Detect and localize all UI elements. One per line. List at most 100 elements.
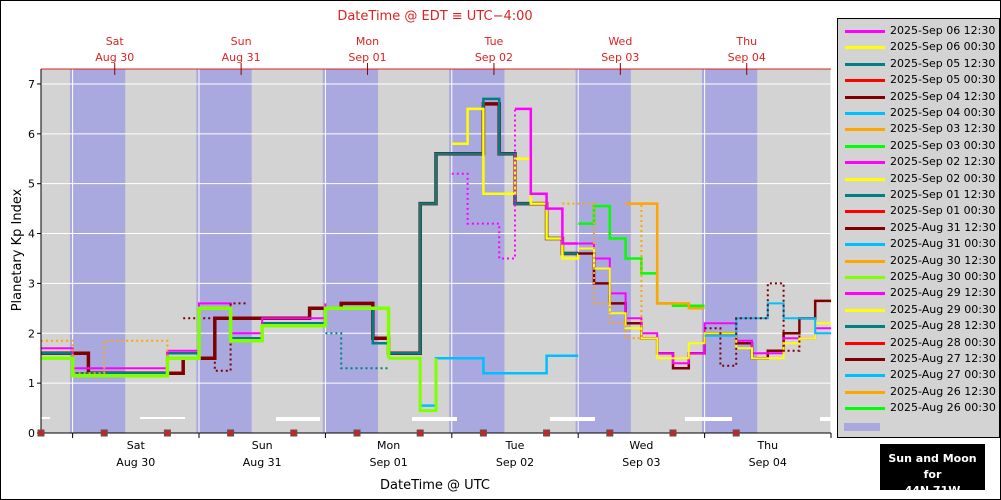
legend-label: 2025-Sep 03 12:30: [890, 122, 996, 136]
legend-item: 2025-Sep 02 00:30: [838, 171, 999, 187]
legend-label: 2025-Sep 02 12:30: [890, 155, 996, 169]
legend-swatch: [845, 325, 885, 329]
legend-item: 2025-Sep 04 12:30: [838, 89, 999, 105]
kp-series: [562, 202, 673, 340]
top-day-label: Thu: [735, 35, 757, 48]
legend-item: 2025-Aug 28 00:30: [838, 335, 999, 351]
legend-swatch: [845, 79, 885, 83]
time-marker: [669, 429, 677, 437]
top-date-label: Sep 03: [601, 51, 639, 64]
legend-item: 2025-Aug 28 12:30: [838, 318, 999, 334]
legend-swatch: [845, 161, 885, 165]
legend-item: 2025-Sep 06 00:30: [838, 39, 999, 55]
kp-series: [451, 108, 516, 260]
night-band: [449, 69, 505, 433]
legend-item: 2025-Sep 06 12:30: [838, 23, 999, 39]
legend-label: 2025-Sep 05 00:30: [890, 73, 996, 87]
time-marker: [479, 429, 487, 437]
legend-label: 2025-Aug 28 00:30: [890, 335, 996, 349]
legend-item: 2025-Aug 31 00:30: [838, 236, 999, 252]
y-tick-label: 4: [28, 228, 35, 241]
legend-swatch: [845, 358, 885, 361]
y-tick-label: 2: [28, 327, 35, 340]
legend-swatch: [845, 292, 885, 296]
legend-label: 2025-Aug 28 12:30: [890, 319, 996, 333]
legend-label: 2025-Sep 06 12:30: [890, 24, 996, 37]
moon-bar: [685, 417, 732, 421]
legend-item: 2025-Aug 27 00:30: [838, 367, 999, 383]
time-marker: [543, 429, 551, 437]
legend-label: 2025-Sep 01 00:30: [890, 204, 996, 218]
x-day-label: Tue: [505, 439, 525, 452]
top-day-label: Wed: [608, 35, 632, 48]
legend-label: 2025-Sep 01 12:30: [890, 188, 996, 201]
top-day-label: Sat: [106, 35, 125, 48]
x-day-label: Thu: [756, 439, 778, 452]
x-day-label: Mon: [377, 439, 400, 452]
legend-swatch: [845, 30, 885, 33]
y-tick-label: 6: [28, 128, 35, 141]
y-tick-label: 0: [28, 427, 35, 440]
legend-swatch: [845, 210, 885, 214]
legend-item: 2025-Sep 04 00:30: [838, 105, 999, 121]
sun-moon-line-1: Sun and Moon for: [888, 452, 977, 481]
x-date-label: Sep 01: [369, 456, 407, 469]
top-date-label: Sep 01: [348, 51, 386, 64]
night-band: [196, 69, 252, 433]
top-date-label: Sep 04: [728, 51, 766, 64]
legend-label: 2025-Sep 04 12:30: [890, 89, 996, 103]
legend-item: 2025-Sep 03 00:30: [838, 138, 999, 154]
kp-series: [41, 339, 169, 375]
legend-swatch: [845, 144, 885, 148]
y-axis-title: Planetary Kp Index: [10, 188, 25, 311]
y-tick-label: 3: [28, 277, 35, 290]
time-marker: [290, 429, 298, 437]
time-marker: [100, 429, 108, 437]
legend-item: 2025-Sep 02 12:30: [838, 154, 999, 170]
kp-series: [41, 306, 391, 378]
x-date-label: Sep 04: [749, 456, 787, 469]
legend-swatch: [845, 194, 885, 197]
legend-swatch: [845, 95, 885, 99]
kp-series: [704, 302, 831, 337]
sun-moon-label: Sun and Moon for 44N 71W: [880, 444, 985, 497]
legend-item: 2025-Aug 29 00:30: [838, 302, 999, 318]
legend-item: 2025-Aug 29 12:30: [838, 285, 999, 301]
legend-label: 2025-Aug 26 00:30: [890, 401, 996, 415]
legend-swatch: [845, 259, 885, 263]
x-date-label: Sep 03: [622, 456, 660, 469]
top-axis-title: DateTime @ EDT ≡ UTC−4:00: [337, 9, 532, 24]
moon-bar: [820, 417, 831, 421]
legend-swatch: [845, 46, 885, 50]
legend-item: 2025-Sep 05 12:30: [838, 56, 999, 72]
night-band: [575, 69, 631, 433]
legend-label: 2025-Aug 31 00:30: [890, 237, 996, 251]
top-day-label: Sun: [231, 35, 252, 48]
y-tick-label: 1: [28, 377, 35, 390]
legend-label: 2025-Aug 31 12:30: [890, 220, 996, 234]
kp-series: [515, 107, 579, 245]
legend-label: 2025-Sep 02 00:30: [890, 171, 996, 185]
moon-bar: [140, 417, 185, 419]
time-marker: [227, 429, 235, 437]
legend-label: 2025-Aug 29 12:30: [890, 286, 996, 300]
legend-label: 2025-Sep 03 00:30: [890, 138, 996, 152]
legend-item: 2025-Aug 27 12:30: [838, 351, 999, 367]
legend-label: 2025-Aug 26 12:30: [890, 384, 996, 398]
legend-item: 2025-Sep 01 00:30: [838, 203, 999, 219]
x-date-label: Aug 31: [243, 456, 282, 469]
legend-swatch: [845, 276, 885, 279]
legend-item: 2025-Aug 30 00:30: [838, 269, 999, 285]
legend-item: 2025-Aug 30 12:30: [838, 253, 999, 269]
x-date-label: Sep 02: [496, 456, 534, 469]
legend-swatch: [845, 177, 885, 181]
legend-label: 2025-Aug 30 12:30: [890, 253, 996, 267]
top-day-label: Tue: [484, 35, 504, 48]
kp-series: [578, 247, 831, 360]
x-date-label: Aug 30: [116, 456, 155, 469]
moon-bar: [40, 417, 50, 419]
legend-label: 2025-Aug 27 12:30: [890, 352, 996, 365]
night-band: [701, 69, 758, 433]
top-date-label: Aug 30: [95, 51, 134, 64]
